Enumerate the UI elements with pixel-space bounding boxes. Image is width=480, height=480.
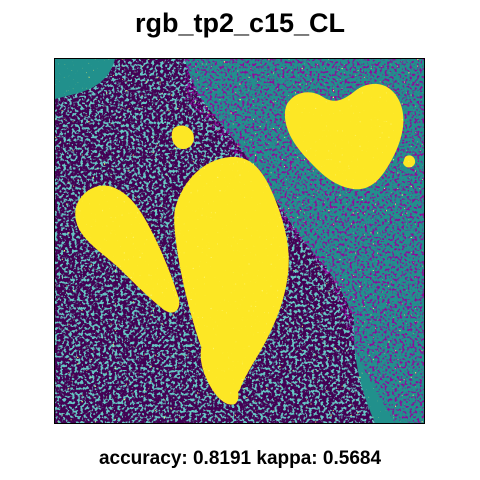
classification-raster xyxy=(55,59,424,423)
figure-title: rgb_tp2_c15_CL xyxy=(134,8,346,38)
accuracy-kappa-caption: accuracy: 0.8191 kappa: 0.5684 xyxy=(98,448,382,469)
classification-map xyxy=(54,58,425,424)
class-3-speckle xyxy=(55,59,424,423)
